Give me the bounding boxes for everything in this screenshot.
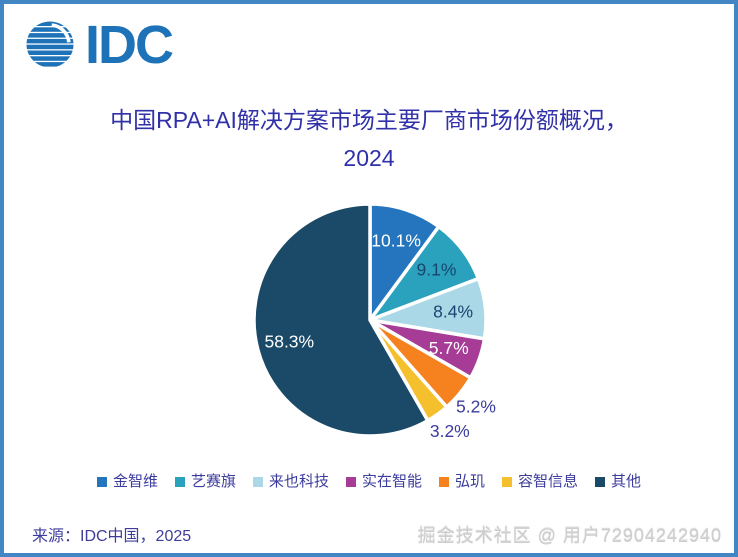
pie-label-艺赛旗: 9.1% [417, 259, 457, 279]
legend-swatch-icon [502, 476, 513, 487]
pie-label-弘玑: 5.2% [456, 397, 496, 417]
legend-swatch-icon [252, 476, 263, 487]
legend-label: 金智维 [112, 473, 158, 490]
legend-item-金智维: 金智维 [96, 473, 158, 490]
legend-swatch-icon [439, 476, 449, 487]
legend-swatch-icon [595, 476, 606, 487]
page-title: 中国RPA+AI解决方案市场主要厂商市场份额概况， 2024 [4, 101, 734, 177]
legend-item-艺赛旗: 艺赛旗 [174, 473, 236, 490]
pie-label-金智维: 10.1% [371, 231, 421, 251]
title-line-1: 中国RPA+AI解决方案市场主要厂商市场份额概况， [110, 107, 628, 133]
chart-legend: 金智维 艺赛旗 来也科技 实在智能 弘玑 容智信息 其他 [4, 474, 734, 489]
legend-label: 弘玑 [455, 473, 486, 490]
legend-item-容智信息: 容智信息 [502, 474, 578, 489]
legend-item-来也科技: 来也科技 [252, 473, 329, 490]
legend-swatch-icon [174, 476, 185, 487]
pie-label-来也科技: 8.4% [433, 302, 473, 322]
legend-swatch-icon [96, 476, 107, 487]
legend-item-弘玑: 弘玑 [439, 474, 485, 489]
legend-label: 艺赛旗 [190, 473, 236, 490]
pie-label-其他: 58.3% [264, 332, 314, 352]
legend-label: 其他 [611, 473, 642, 490]
legend-item-实在智能: 实在智能 [345, 473, 422, 490]
pie-label-容智信息: 3.2% [430, 421, 470, 441]
legend-label: 实在智能 [361, 473, 422, 490]
source-note: 来源：IDC中国，2025 [32, 528, 192, 545]
legend-label: 来也科技 [268, 473, 329, 490]
pie-label-实在智能: 5.7% [429, 338, 469, 358]
idc-globe-icon [26, 21, 74, 67]
title-line-2: 2024 [343, 145, 395, 171]
watermark-text: 掘金技术社区 @ 用户72904242940 [417, 526, 722, 546]
legend-swatch-icon [345, 476, 356, 487]
pie-chart: 10.1% 9.1% 8.4% 5.7% 5.2% 3.2% 58.3% [252, 202, 496, 441]
pie-slice-其他 [252, 202, 430, 438]
idc-logo: IDC [26, 15, 174, 75]
legend-label: 容智信息 [518, 473, 579, 490]
legend-item-其他: 其他 [595, 474, 641, 489]
logo-text: IDC [85, 15, 174, 75]
